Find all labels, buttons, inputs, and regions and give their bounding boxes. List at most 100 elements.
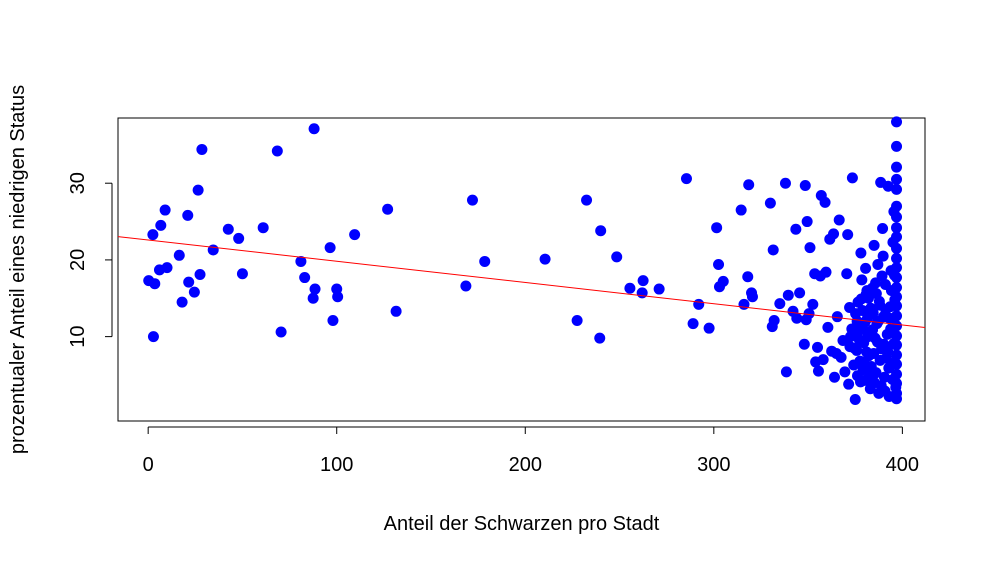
data-point (891, 173, 903, 185)
data-point (382, 203, 394, 215)
x-tick-label: 200 (509, 454, 542, 476)
data-point (774, 298, 786, 310)
data-point (581, 194, 593, 206)
data-point (849, 394, 861, 406)
data-point (856, 305, 868, 317)
data-point (713, 259, 725, 271)
data-point (819, 196, 831, 208)
x-tick-label: 0 (143, 454, 154, 476)
data-point (872, 315, 884, 327)
data-point (828, 371, 840, 383)
data-point (882, 180, 894, 192)
data-point (159, 204, 171, 216)
data-point (803, 308, 815, 320)
data-point (147, 229, 159, 241)
data-point (868, 239, 880, 251)
data-point (295, 255, 307, 267)
data-point (233, 232, 245, 244)
data-point (822, 321, 834, 333)
data-point (884, 312, 896, 324)
data-point (780, 366, 792, 378)
data-point (855, 376, 867, 388)
data-point (307, 292, 319, 304)
data-point (636, 287, 648, 299)
data-point (161, 262, 173, 274)
x-tick-label: 400 (886, 454, 919, 476)
data-point (798, 338, 810, 350)
data-point (767, 244, 779, 256)
data-point (717, 275, 729, 287)
data-point (864, 369, 876, 381)
data-point (853, 325, 865, 337)
data-point (812, 341, 824, 353)
data-point (324, 242, 336, 254)
data-point (155, 219, 167, 231)
data-point (332, 291, 344, 303)
data-point (817, 354, 829, 366)
data-point (875, 380, 887, 392)
data-point (885, 285, 897, 297)
data-point (794, 287, 806, 299)
data-point (876, 270, 888, 282)
data-point (812, 365, 824, 377)
data-point (860, 262, 872, 274)
data-point (466, 194, 478, 206)
data-point (479, 255, 491, 267)
data-point (831, 311, 843, 323)
data-point (207, 244, 219, 256)
data-point (460, 280, 472, 292)
data-point (711, 222, 723, 234)
data-point (236, 268, 248, 280)
data-point (147, 331, 159, 343)
data-point (882, 345, 894, 357)
data-point (891, 300, 903, 312)
data-point (804, 242, 816, 254)
data-point (742, 271, 754, 283)
data-point (891, 242, 903, 254)
data-point (309, 283, 321, 295)
data-point (839, 366, 851, 378)
data-point (595, 225, 607, 237)
data-point (858, 357, 870, 369)
data-point (571, 315, 583, 327)
data-point (271, 145, 283, 157)
y-axis: 10 20 30 (67, 172, 113, 348)
data-point (887, 374, 899, 386)
data-point (828, 228, 840, 240)
data-point (308, 123, 320, 135)
x-axis-label: Anteil der Schwarzen pro Stadt (384, 513, 660, 535)
data-point (693, 298, 705, 310)
data-point (594, 332, 606, 344)
data-point (856, 274, 868, 286)
data-point (888, 206, 900, 218)
data-point (860, 288, 872, 300)
x-tick-label: 100 (320, 454, 353, 476)
plot-frame (117, 117, 926, 422)
data-point (703, 322, 715, 334)
data-point (738, 298, 750, 310)
data-point (873, 295, 885, 307)
data-point (799, 180, 811, 192)
regression-line (117, 236, 926, 329)
data-point (877, 222, 889, 234)
data-point (883, 362, 895, 374)
data-point (782, 289, 794, 301)
data-point (841, 268, 853, 280)
data-point (779, 177, 791, 189)
data-point (851, 344, 863, 356)
data-point (196, 143, 208, 155)
data-point (848, 359, 860, 371)
data-point (891, 252, 903, 264)
data-point (743, 179, 755, 191)
data-point (687, 318, 699, 330)
data-point (888, 269, 900, 281)
y-tick-label: 30 (67, 172, 89, 194)
data-point (891, 183, 903, 195)
data-point (539, 253, 551, 265)
data-point (222, 223, 234, 235)
data-point (866, 308, 878, 320)
data-point (868, 347, 880, 359)
data-point (182, 209, 194, 221)
data-point (746, 291, 758, 303)
